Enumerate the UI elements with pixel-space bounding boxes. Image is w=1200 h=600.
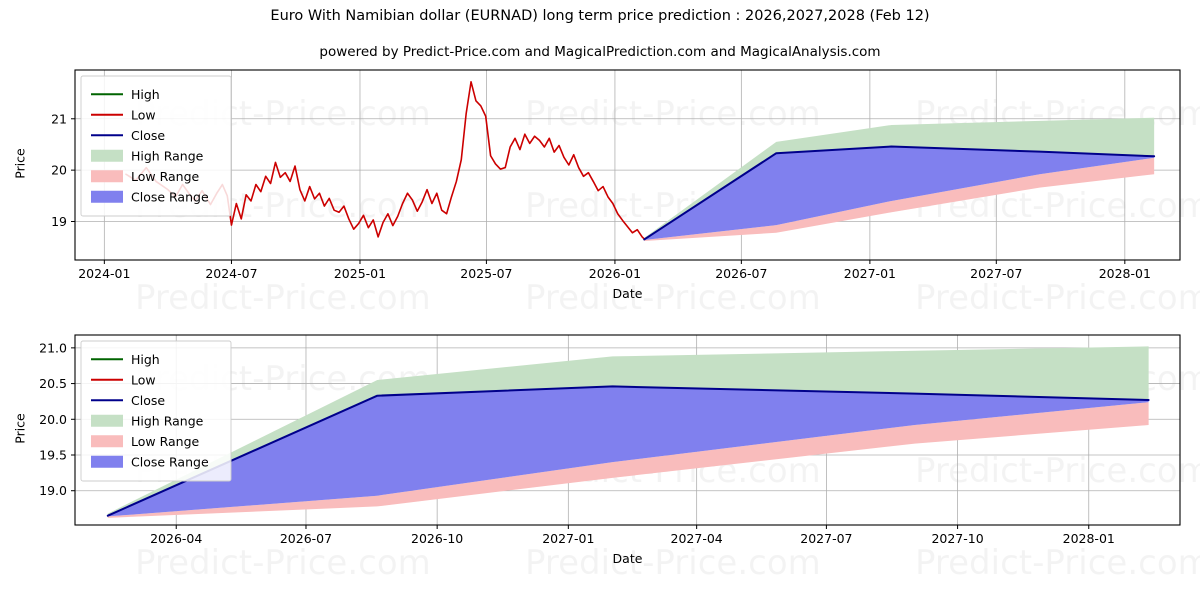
- page-title: Euro With Namibian dollar (EURNAD) long …: [270, 8, 930, 24]
- x-tick-label: 2028-01: [1099, 266, 1151, 281]
- x-tick-label: 2027-07: [970, 266, 1022, 281]
- top-chart-ylabel: Price: [12, 148, 28, 179]
- bottom-chart-svg: Predict-Price.com Predict-Price.com Predic…: [39, 334, 1200, 575]
- plot-frame: [74, 69, 1181, 261]
- y-tick-label: 21.0: [39, 340, 67, 355]
- legend-item-label: Close: [131, 393, 165, 408]
- legend-item-label: High Range: [131, 413, 204, 428]
- legend-item[interactable]: Low: [91, 107, 156, 122]
- watermark-text: Predict-Price.com: [525, 94, 821, 134]
- x-tick-label: 2027-01: [844, 266, 896, 281]
- legend-item-label: Low Range: [131, 434, 200, 449]
- x-tick-label: 2027-04: [671, 531, 723, 546]
- legend-item[interactable]: Low Range: [91, 169, 200, 184]
- x-tick-label: 2028-01: [1063, 531, 1115, 546]
- x-tick-label: 2024-07: [205, 266, 257, 281]
- legend-item[interactable]: Low: [91, 372, 156, 387]
- legend-patch-swatch: [91, 455, 123, 468]
- y-tick-label: 21: [51, 111, 67, 126]
- legend-item-label: Low Range: [131, 169, 200, 184]
- bottom-chart-xlabel: Date: [612, 551, 643, 566]
- watermark-text: Predict-Price.com: [915, 451, 1200, 491]
- legend-item[interactable]: High Range: [91, 413, 204, 428]
- top-chart-panel: Predict-Price.com Predict-Price.com Predic…: [0, 60, 1200, 310]
- legend-patch-swatch: [91, 170, 123, 183]
- watermark-text: Predict-Price.com: [135, 278, 431, 310]
- x-tick-label: 2027-10: [931, 531, 983, 546]
- y-tick-label: 19.5: [39, 448, 67, 463]
- legend-item[interactable]: Close Range: [91, 454, 209, 469]
- x-tick-label: 2025-01: [334, 266, 386, 281]
- legend-item-label: High: [131, 352, 160, 367]
- y-tick-label: 19.0: [39, 483, 67, 498]
- legend: High Low Close High Range Low Range Close Ran…: [80, 75, 232, 217]
- legend-item[interactable]: Close Range: [91, 189, 209, 204]
- x-tick-label: 2024-01: [78, 266, 130, 281]
- x-tick-label: 2026-01: [589, 266, 641, 281]
- low-range-band: [107, 402, 1149, 518]
- legend-item[interactable]: High: [91, 352, 160, 367]
- watermark-text: Predict-Price.com: [135, 543, 431, 575]
- legend-item-label: Close Range: [131, 189, 209, 204]
- legend-item[interactable]: Low Range: [91, 434, 200, 449]
- legend-item[interactable]: Close: [91, 128, 165, 143]
- x-tick-label: 2027-01: [542, 531, 594, 546]
- bottom-chart-ylabel: Price: [12, 413, 28, 444]
- legend-item-label: Low: [131, 107, 156, 122]
- x-tick-label: 2026-10: [411, 531, 463, 546]
- legend-patch-swatch: [91, 414, 123, 427]
- legend-item[interactable]: High Range: [91, 148, 204, 163]
- x-tick-label: 2025-07: [460, 266, 512, 281]
- y-tick-label: 19: [51, 214, 67, 229]
- legend-patch-swatch: [91, 190, 123, 203]
- axis-ticks: 19 20 21 2024-01 2024-07 2025-01 2025-07 2026-0…: [51, 111, 1151, 281]
- legend-item-label: Close Range: [131, 454, 209, 469]
- y-tick-label: 20.0: [39, 412, 67, 427]
- high-range-band: [107, 346, 1149, 515]
- legend-item[interactable]: High: [91, 87, 160, 102]
- legend-patch-swatch: [91, 149, 123, 162]
- series-line-low: [125, 81, 646, 240]
- close-range-band: [107, 386, 1149, 517]
- series-line-close: [106, 385, 1150, 517]
- close-range-band: [644, 146, 1155, 240]
- watermark-text: Predict-Price.com: [915, 543, 1200, 575]
- x-tick-label: 2026-07: [715, 266, 767, 281]
- top-chart-svg: Predict-Price.com Predict-Price.com Predic…: [51, 69, 1200, 310]
- legend-item-label: Close: [131, 128, 165, 143]
- legend-item[interactable]: Close: [91, 393, 165, 408]
- legend: High Low Close High Range Low Range Close Ran…: [80, 340, 232, 482]
- y-tick-label: 20: [51, 163, 67, 178]
- watermark-text: Predict-Price.com: [915, 278, 1200, 310]
- high-range-band: [644, 117, 1155, 239]
- y-tick-label: 20.5: [39, 376, 67, 391]
- x-tick-label: 2026-07: [280, 531, 332, 546]
- bottom-chart-panel: Predict-Price.com Predict-Price.com Predic…: [0, 325, 1200, 575]
- watermark-text: Predict-Price.com: [525, 543, 821, 575]
- page-subtitle: powered by Predict-Price.com and Magical…: [319, 44, 881, 60]
- top-chart-xlabel: Date: [612, 286, 643, 301]
- series-line-close: [643, 145, 1156, 241]
- low-range-band: [644, 157, 1155, 241]
- x-tick-label: 2026-04: [150, 531, 202, 546]
- plot-frame: [74, 334, 1181, 526]
- legend-patch-swatch: [91, 435, 123, 448]
- legend-item-label: High: [131, 87, 160, 102]
- legend-item-label: Low: [131, 372, 156, 387]
- x-tick-label: 2027-07: [800, 531, 852, 546]
- watermark-text: Predict-Price.com: [525, 278, 821, 310]
- legend-item-label: High Range: [131, 148, 204, 163]
- axis-ticks: 19.0 19.5 20.0 20.5 21.0 2026-04 2026-07 2026-1…: [39, 340, 1115, 546]
